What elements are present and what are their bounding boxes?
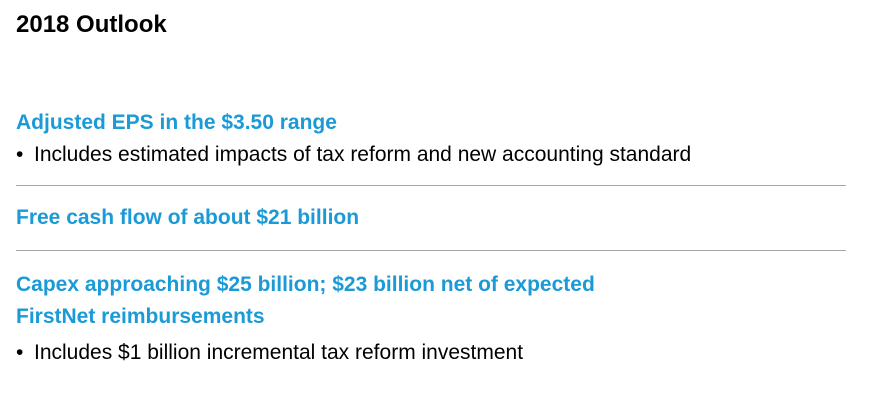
section-adjusted-eps: Adjusted EPS in the $3.50 range • Includ… — [16, 107, 846, 171]
bullet-item: • Includes $1 billion incremental tax re… — [16, 337, 846, 369]
bullet-icon: • — [16, 143, 24, 166]
section-heading-continued: FirstNet reimbursements — [16, 305, 265, 328]
section-capex: Capex approaching $25 billion; $23 billi… — [16, 269, 846, 369]
bullet-text: Includes $1 billion incremental tax refo… — [34, 341, 524, 364]
section-divider — [16, 185, 846, 186]
bullet-text: Includes estimated impacts of tax reform… — [34, 143, 692, 166]
section-heading: Free cash flow of about $21 billion — [16, 206, 360, 229]
section-heading: Adjusted EPS in the $3.50 range — [16, 111, 337, 134]
section-divider — [16, 250, 846, 251]
outlook-content: Adjusted EPS in the $3.50 range • Includ… — [16, 107, 846, 369]
section-heading: Capex approaching $25 billion; $23 billi… — [16, 273, 595, 296]
slide-title: 2018 Outlook — [16, 11, 167, 38]
bullet-item: • Includes estimated impacts of tax refo… — [16, 139, 846, 171]
section-free-cash-flow: Free cash flow of about $21 billion — [16, 202, 846, 234]
bullet-icon: • — [16, 341, 24, 364]
